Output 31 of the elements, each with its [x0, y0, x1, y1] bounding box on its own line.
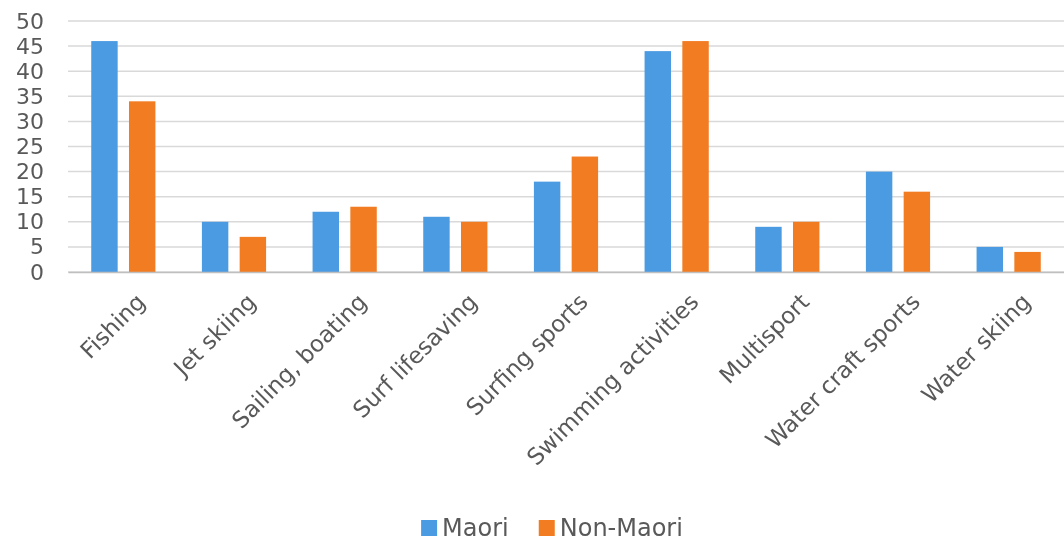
bar: [239, 236, 267, 272]
bar: [350, 206, 377, 272]
bar: [644, 51, 671, 272]
bar: [201, 221, 229, 272]
y-tick-label: 40: [16, 58, 44, 84]
y-tick-label: 10: [16, 209, 44, 235]
bar: [865, 171, 893, 272]
bar: [682, 41, 709, 272]
y-tick-label: 30: [16, 108, 44, 134]
y-tick-label: 35: [16, 83, 44, 109]
bar: [903, 191, 931, 272]
bar: [533, 181, 561, 272]
legend-label: Non-Maori: [559, 514, 683, 543]
y-tick-label: 0: [30, 259, 44, 285]
y-tick-label: 25: [16, 134, 44, 160]
bar: [976, 246, 1003, 272]
bar: [129, 101, 156, 272]
y-tick-label: 45: [16, 33, 44, 59]
y-tick-label: 15: [16, 184, 44, 210]
bar: [423, 216, 450, 272]
bar: [461, 221, 488, 272]
y-tick-label: 20: [16, 159, 44, 185]
bar: [1014, 251, 1041, 272]
bar: [571, 156, 599, 272]
bar: [793, 221, 820, 272]
bar: [755, 226, 782, 272]
y-tick-label: 5: [30, 234, 44, 260]
y-tick-label: 50: [16, 8, 44, 34]
bar: [91, 41, 118, 272]
legend-label: Maori: [442, 514, 509, 543]
bar: [312, 211, 339, 272]
